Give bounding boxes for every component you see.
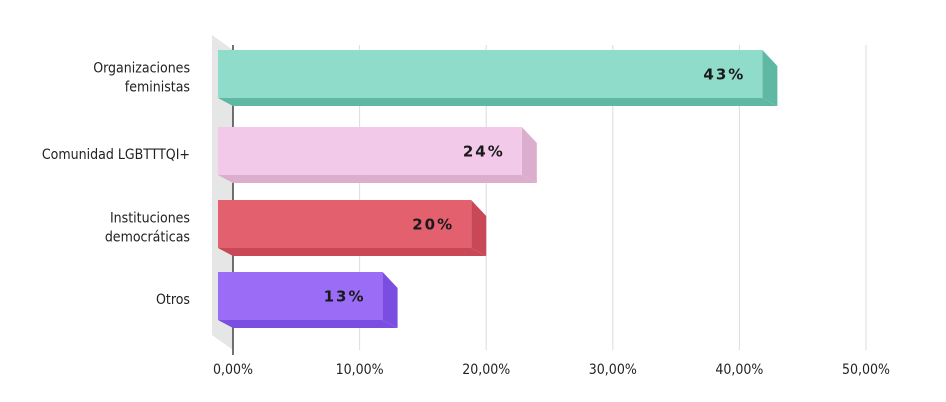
x-tick-label: 50,00% <box>842 362 890 378</box>
category-label: Otros <box>156 292 190 308</box>
category-label: Comunidad LGBTTTQI+ <box>42 147 190 163</box>
x-tick-label: 0,00% <box>213 362 253 378</box>
category-line: democráticas <box>105 230 190 246</box>
value-label: 24% <box>463 143 505 161</box>
bar-bottom <box>218 98 778 106</box>
category-line: feministas <box>125 80 190 96</box>
bar <box>218 200 487 256</box>
bar-front <box>218 200 472 248</box>
x-tick-label: 40,00% <box>715 362 763 378</box>
bar-bottom <box>218 320 398 328</box>
value-label: 13% <box>324 288 366 306</box>
bar-side <box>762 50 778 106</box>
x-tick-label: 30,00% <box>589 362 637 378</box>
value-label: 20% <box>412 216 454 234</box>
bar-bottom <box>218 248 487 256</box>
bar-side <box>382 272 398 328</box>
bar <box>218 50 778 106</box>
category-line: Organizaciones <box>93 61 190 77</box>
bar-side <box>471 200 487 256</box>
bar-front <box>218 127 522 175</box>
bar <box>218 272 398 328</box>
x-tick-label: 10,00% <box>336 362 384 378</box>
bar-side <box>521 127 537 183</box>
value-label: 43% <box>703 66 745 84</box>
category-line: Instituciones <box>110 211 190 227</box>
bar-front <box>218 272 383 320</box>
bar <box>218 127 537 183</box>
bar-front <box>218 50 763 98</box>
bar-bottom <box>218 175 537 183</box>
category-line: Comunidad LGBTTTQI+ <box>42 147 190 163</box>
category-label: Instituciones democráticas <box>105 211 190 246</box>
x-tick-label: 20,00% <box>462 362 510 378</box>
category-label: Organizaciones feministas <box>93 61 190 96</box>
back-wall <box>212 35 233 350</box>
category-line: Otros <box>156 292 190 308</box>
